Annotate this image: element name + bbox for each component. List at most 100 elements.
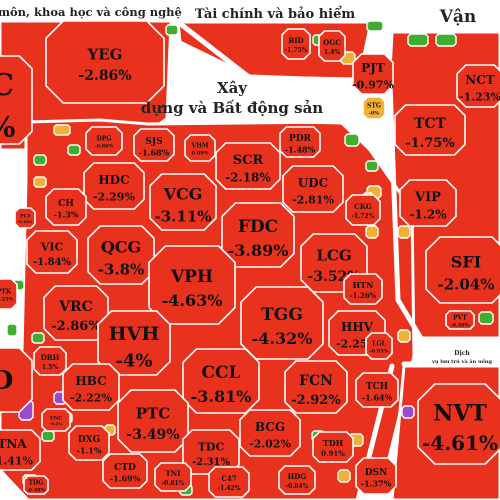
tile-shape-tdg [23,475,49,495]
tile-ckg: CKG -1.72% [345,194,381,226]
tile-ticker-udc: UDC [298,176,328,190]
tile-ticker-ptk: PTK [0,288,12,295]
tile-shape-pvt [445,310,475,330]
tile-hvh: HVH -4% [97,310,171,376]
tile-change-c47: -1.42% [218,485,241,492]
sector-title-construction-line-1: Xây [217,79,248,97]
tile-ticker-hdc: HDC [98,173,129,187]
tile-shape-nct [456,64,500,108]
tile-ticker-pjt: PJT [361,61,385,75]
tile-change-dpg: -0.86% [94,144,113,150]
tile-shape-nvt [417,383,500,465]
accent-cell-17 [6,323,18,337]
tile-shape-sfi [425,236,500,304]
tile-shape-ctd [102,453,148,489]
tile-ticker-tdg: TDG [29,479,44,486]
tile-shape-tdh [312,431,354,463]
tile-ticker-vcg: VCG [163,184,203,203]
tile-change-sfi: -2.04% [437,276,494,294]
tile-change-fdc: -3.89% [228,241,289,260]
tile-ticker-dxg: DXG [78,435,100,445]
tile-shape-ckg [345,194,381,226]
tile-shape-vip [399,179,457,227]
tile-change-drh: 1.5% [42,364,58,371]
tile-hdc: HDC -2.29% [83,162,145,210]
tile-vph: VPH -4.63% [148,245,236,325]
tile-dpg: DPG -0.86% [85,126,123,156]
tile-ticker-tct: TCT [414,116,447,132]
tile-qcg: QCG -3.8% [87,225,155,285]
tile-shape-pci [14,207,36,229]
accent-cell-11 [365,160,379,172]
sector-title-hospitality-line-2: vụ lưu trú và ăn uống [431,358,493,365]
tile-shape-stg [362,96,386,120]
tile-hdg: HDG -0.84% [278,465,316,495]
tile-shape-c [0,55,33,145]
tile-ticker-pci: PCI [20,214,31,220]
tile-ccl: CCL -3.81% [182,348,260,414]
tile-ticker-vic: VIC [40,240,64,253]
tile-stg: STG -0% [362,96,386,120]
accent-cell-7 [33,176,47,188]
tile-d: D [0,347,33,413]
tile-shape-qcg [87,225,155,285]
tile-shape-ch [45,188,87,226]
sector-gutter-2 [175,19,375,83]
sector-titles: ên môn, khoa học và công nghệ Tài chính … [0,5,493,365]
tile-tch: TCH-1.64% [355,372,399,408]
tile-pvt: PVT -0.48% [445,310,475,330]
tile-change-bcg: -2.02% [249,437,291,450]
tile-ticker-sjs: SJS [145,137,162,147]
accent-cell-1 [407,33,429,47]
accent-cell-27 [337,469,351,483]
tile-vip: VIP -1.2% [399,179,457,227]
tile-shape-bcg [239,409,301,457]
tile-shape-tni [154,462,192,492]
tile-change-fcn: -2.92% [291,393,341,408]
tile-change-ptc: -3.49% [126,427,179,443]
tile-ticker-ccl: CCL [201,363,240,383]
tile-shape-lgl [365,332,393,360]
accent-cell-2 [435,33,457,47]
tile-change-hdg: -0.84% [286,483,309,490]
tile-vhm: VHM 0.99% [184,134,216,162]
tile-change-ccl: -3.81% [191,387,252,406]
tile-shape-fcn [284,360,348,414]
accent-cell-16 [31,332,45,344]
tile-change-hdc: -2.29% [93,190,135,203]
tile-nvt: NVT -4.61% [417,383,500,465]
tile-change-ptk: -2.25% [0,297,14,303]
tile-change-pdr: -1.48% [285,144,316,154]
sector-title-science: ên môn, khoa học và công nghệ [0,5,182,19]
tile-tgg: TGG -4.32% [240,286,324,360]
tile-ticker-d: D [0,366,13,396]
accent-cell-30 [401,405,415,419]
tile-drh: DRH 1.5% [33,346,67,376]
tile-ticker-lgl: LGL [372,340,386,347]
tile-ticker-c47: C47 [221,474,236,483]
tile-ticker-tgg: TGG [261,305,303,325]
tile-shape-fdc [221,202,295,268]
tile-change-htn: -1.26% [350,291,377,300]
tile-ticker-vrc: VRC [58,299,93,315]
tile-ticker-bid: BID [288,36,303,45]
tile-ticker-hhv: HHV [341,320,374,334]
tile-change-tdh: 0.91% [321,449,345,458]
tile-ticker-fcn: FCN [299,373,333,389]
accent-cell-14 [397,225,411,239]
tile-hbc: HBC -2.22% [62,363,120,411]
tile-ticker-vip: VIP [414,190,441,205]
sector-title-construction-line-2: dựng và Bất động sản [141,99,323,117]
tile-shape-hvh [97,310,171,376]
tile-ticker-bcg: BCG [255,420,285,434]
tile-change-tch: -1.64% [362,392,393,402]
tile-c47: C47 -1.42% [208,466,250,498]
tile-change-tni: -0.81% [162,480,185,487]
tile-ticker-htn: HTN [353,280,374,290]
accent-cell-9 [33,154,47,166]
tile-shape-ptc [117,389,189,453]
tile-ptk: PTK -2.25% [0,278,18,310]
tile-shape-vnc [41,408,71,432]
